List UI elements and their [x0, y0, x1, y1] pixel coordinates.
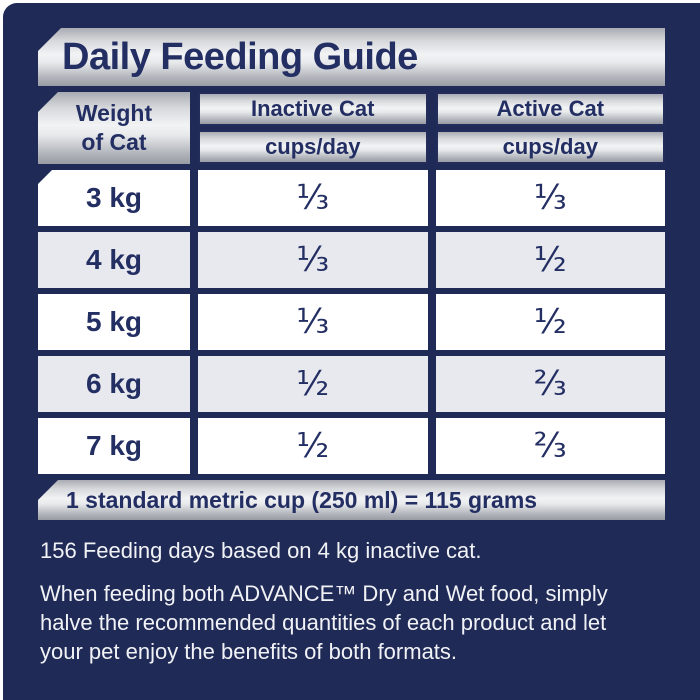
active-cups-cell: ½ [435, 294, 665, 350]
inactive-cups-cell: ½ [198, 356, 428, 412]
header-inactive-cat-label: Inactive Cat [198, 92, 428, 126]
active-cups-cell: ½ [435, 232, 665, 288]
weight-cell: 4 kg [38, 232, 190, 288]
header-weight-of-cat: Weight of Cat [38, 92, 190, 164]
cup-conversion-text: 1 standard metric cup (250 ml) = 115 gra… [66, 486, 538, 513]
combo-feeding-note: When feeding both ADVANCE™ Dry and Wet f… [40, 581, 608, 664]
header-inactive-cat-unit: cups/day [198, 130, 428, 164]
active-cups-cell: ⅔ [435, 356, 665, 412]
feeding-days-note: 156 Feeding days based on 4 kg inactive … [40, 538, 482, 563]
header-inactive-cat: Inactive Cat cups/day [198, 92, 428, 164]
page-title: Daily Feeding Guide [62, 36, 418, 78]
inactive-cups-cell: ⅓ [198, 232, 428, 288]
table-row: 5 kg ⅓ ½ [38, 294, 665, 350]
inactive-cups-cell: ⅓ [198, 294, 428, 350]
active-cups-cell: ⅓ [435, 170, 665, 226]
header-active-cat-label: Active Cat [435, 92, 665, 126]
table-row: 4 kg ⅓ ½ [38, 232, 665, 288]
table-row: 7 kg ½ ⅔ [38, 418, 665, 474]
header-active-cat-unit: cups/day [435, 130, 665, 164]
feeding-guide-content: Daily Feeding Guide Weight of Cat Inacti… [3, 3, 700, 666]
weight-cell: 3 kg [38, 170, 190, 226]
header-active-cat: Active Cat cups/day [435, 92, 665, 164]
weight-cell: 5 kg [38, 294, 190, 350]
active-cups-cell: ⅔ [435, 418, 665, 474]
header-weight-line1: Weight [75, 100, 153, 126]
table-row: 6 kg ½ ⅔ [38, 356, 665, 412]
inactive-cups-cell: ⅓ [198, 170, 428, 226]
table-header-row: Weight of Cat Inactive Cat cups/day Acti… [38, 92, 665, 164]
weight-cell: 7 kg [38, 418, 190, 474]
inactive-cups-cell: ½ [198, 418, 428, 474]
feeding-guide-panel: Daily Feeding Guide Weight of Cat Inacti… [3, 3, 700, 700]
table-row: 3 kg ⅓ ⅓ [38, 170, 665, 226]
title-banner: Daily Feeding Guide [38, 28, 665, 86]
cup-conversion-banner: 1 standard metric cup (250 ml) = 115 gra… [38, 480, 665, 520]
header-weight-line2: of Cat [81, 129, 147, 155]
weight-cell: 6 kg [38, 356, 190, 412]
